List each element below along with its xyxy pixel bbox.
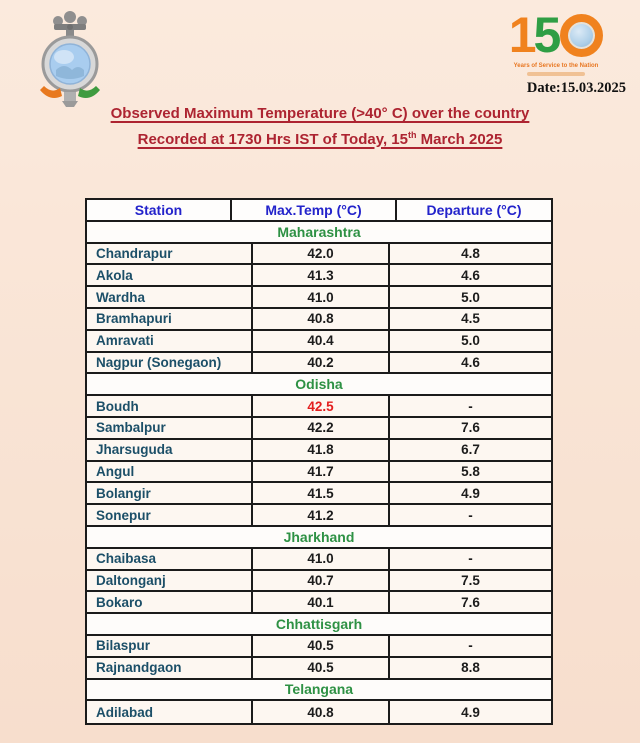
max-temp-cell: 40.5 — [253, 657, 390, 678]
station-row: Bramhapuri 40.8 4.5 — [87, 308, 551, 331]
station-name-cell: Amravati — [87, 330, 253, 351]
departure-cell: 6.7 — [461, 442, 480, 458]
logo-150-digit-1: 1 — [508, 7, 537, 63]
station-row: Adilabad 40.8 4.9 — [87, 701, 551, 724]
max-temp-cell: 42.5 — [253, 396, 390, 416]
station-row: Angul 41.7 5.8 — [87, 461, 551, 484]
max-temp-cell: 42.2 — [253, 417, 390, 438]
departure-cell: 4.8 — [461, 245, 480, 261]
station-row: Bolangir 41.5 4.9 — [87, 483, 551, 506]
departure-cell: - — [468, 398, 473, 414]
station-row: Sambalpur 42.2 7.6 — [87, 417, 551, 440]
station-name-cell: Chaibasa — [87, 548, 253, 569]
max-temp-cell: 40.5 — [253, 635, 390, 656]
max-temp-cell: 42.0 — [253, 243, 390, 264]
max-temp-cell: 40.8 — [253, 701, 390, 724]
max-temp-cell: 41.5 — [253, 483, 390, 504]
departure-cell: 7.6 — [461, 594, 480, 610]
max-temp-cell: 40.8 — [253, 308, 390, 329]
departure-cell: 4.9 — [461, 485, 480, 501]
station-name-cell: Nagpur (Sonegaon) — [87, 352, 253, 373]
max-temp-cell: 41.3 — [253, 265, 390, 286]
logo-150-digit-5: 5 — [533, 7, 562, 63]
station-row: Chandrapur 42.0 4.8 — [87, 243, 551, 266]
temperature-table-rows: Maharashtra Chandrapur 42.0 4.8 Akola 41.3 4.6… — [87, 221, 551, 724]
station-row: Amravati 40.4 5.0 — [87, 330, 551, 353]
max-temp-cell: 41.7 — [253, 461, 390, 482]
logo-150-globe-icon — [560, 13, 604, 57]
page-title: Observed Maximum Temperature (>40° C) ov… — [0, 103, 640, 150]
logo-150-years: 1 5 Years of Service to the Nation — [498, 10, 614, 76]
station-row: Bokaro 40.1 7.6 — [87, 592, 551, 615]
max-temp-cell: 40.7 — [253, 570, 390, 591]
station-name-cell: Rajnandgaon — [87, 657, 253, 678]
max-temp-cell: 40.2 — [253, 352, 390, 373]
station-name-cell: Adilabad — [87, 701, 253, 724]
station-name-cell: Bilaspur — [87, 635, 253, 656]
station-row: Rajnandgaon 40.5 8.8 — [87, 657, 551, 680]
title-line-2: Recorded at 1730 Hrs IST of Today, 15th … — [137, 129, 503, 148]
station-name-cell: Chandrapur — [87, 243, 253, 264]
station-row: Boudh 42.5 - — [87, 396, 551, 418]
station-name-cell: Bramhapuri — [87, 308, 253, 329]
station-name-cell: Bokaro — [87, 592, 253, 613]
station-name-cell: Sonepur — [87, 505, 253, 525]
column-header-station: Station — [87, 200, 232, 220]
title-line-1: Observed Maximum Temperature (>40° C) ov… — [110, 105, 530, 122]
station-name-cell: Bolangir — [87, 483, 253, 504]
departure-cell: 7.6 — [461, 420, 480, 436]
state-row: Jharkhand — [87, 526, 551, 549]
departure-cell: - — [468, 551, 473, 567]
state-row: Chhattisgarh — [87, 614, 551, 636]
date-label: Date:15.03.2025 — [526, 80, 626, 96]
station-row: Bilaspur 40.5 - — [87, 635, 551, 658]
departure-cell: 5.0 — [461, 333, 480, 349]
station-name-cell: Boudh — [87, 396, 253, 416]
departure-cell: 8.8 — [461, 660, 480, 676]
logo-150-caption: Years of Service to the Nation — [513, 63, 599, 69]
max-temp-cell: 41.0 — [253, 548, 390, 569]
max-temp-cell: 41.0 — [253, 287, 390, 307]
max-temp-cell: 40.4 — [253, 330, 390, 351]
state-row: Maharashtra — [87, 221, 551, 244]
departure-cell: 4.9 — [461, 704, 480, 720]
departure-cell: - — [468, 507, 473, 523]
temperature-table: Station Max.Temp (°C) Departure (°C) Mah… — [85, 198, 553, 726]
station-row: Chaibasa 41.0 - — [87, 548, 551, 571]
station-row: Jharsuguda 41.8 6.7 — [87, 439, 551, 462]
station-row: Akola 41.3 4.6 — [87, 265, 551, 288]
max-temp-cell: 41.2 — [253, 505, 390, 525]
station-row: Sonepur 41.2 - — [87, 505, 551, 527]
station-name-cell: Angul — [87, 461, 253, 482]
departure-cell: 7.5 — [461, 572, 480, 588]
departure-cell: - — [468, 638, 473, 654]
column-header-max-temp: Max.Temp (°C) — [232, 200, 397, 220]
state-row: Odisha — [87, 374, 551, 397]
logo-150-digits: 1 5 — [498, 10, 614, 60]
station-name-cell: Akola — [87, 265, 253, 286]
station-name-cell: Daltonganj — [87, 570, 253, 591]
station-row: Nagpur (Sonegaon) 40.2 4.6 — [87, 352, 551, 375]
departure-cell: 5.0 — [461, 289, 480, 305]
state-row: Telangana — [87, 679, 551, 702]
departure-cell: 4.6 — [461, 354, 480, 370]
logo-150-hindi-caption — [527, 72, 585, 76]
departure-cell: 5.8 — [461, 463, 480, 479]
departure-cell: 4.6 — [461, 267, 480, 283]
table-header-row: Station Max.Temp (°C) Departure (°C) — [87, 200, 551, 222]
max-temp-cell: 40.1 — [253, 592, 390, 613]
imd-emblem-logo — [40, 11, 100, 107]
max-temp-cell: 41.8 — [253, 439, 390, 460]
station-name-cell: Wardha — [87, 287, 253, 307]
ashoka-capital-icon — [53, 11, 87, 37]
station-row: Wardha 41.0 5.0 — [87, 287, 551, 309]
departure-cell: 4.5 — [461, 311, 480, 327]
column-header-departure: Departure (°C) — [426, 201, 522, 218]
station-name-cell: Sambalpur — [87, 417, 253, 438]
station-name-cell: Jharsuguda — [87, 439, 253, 460]
station-row: Daltonganj 40.7 7.5 — [87, 570, 551, 593]
